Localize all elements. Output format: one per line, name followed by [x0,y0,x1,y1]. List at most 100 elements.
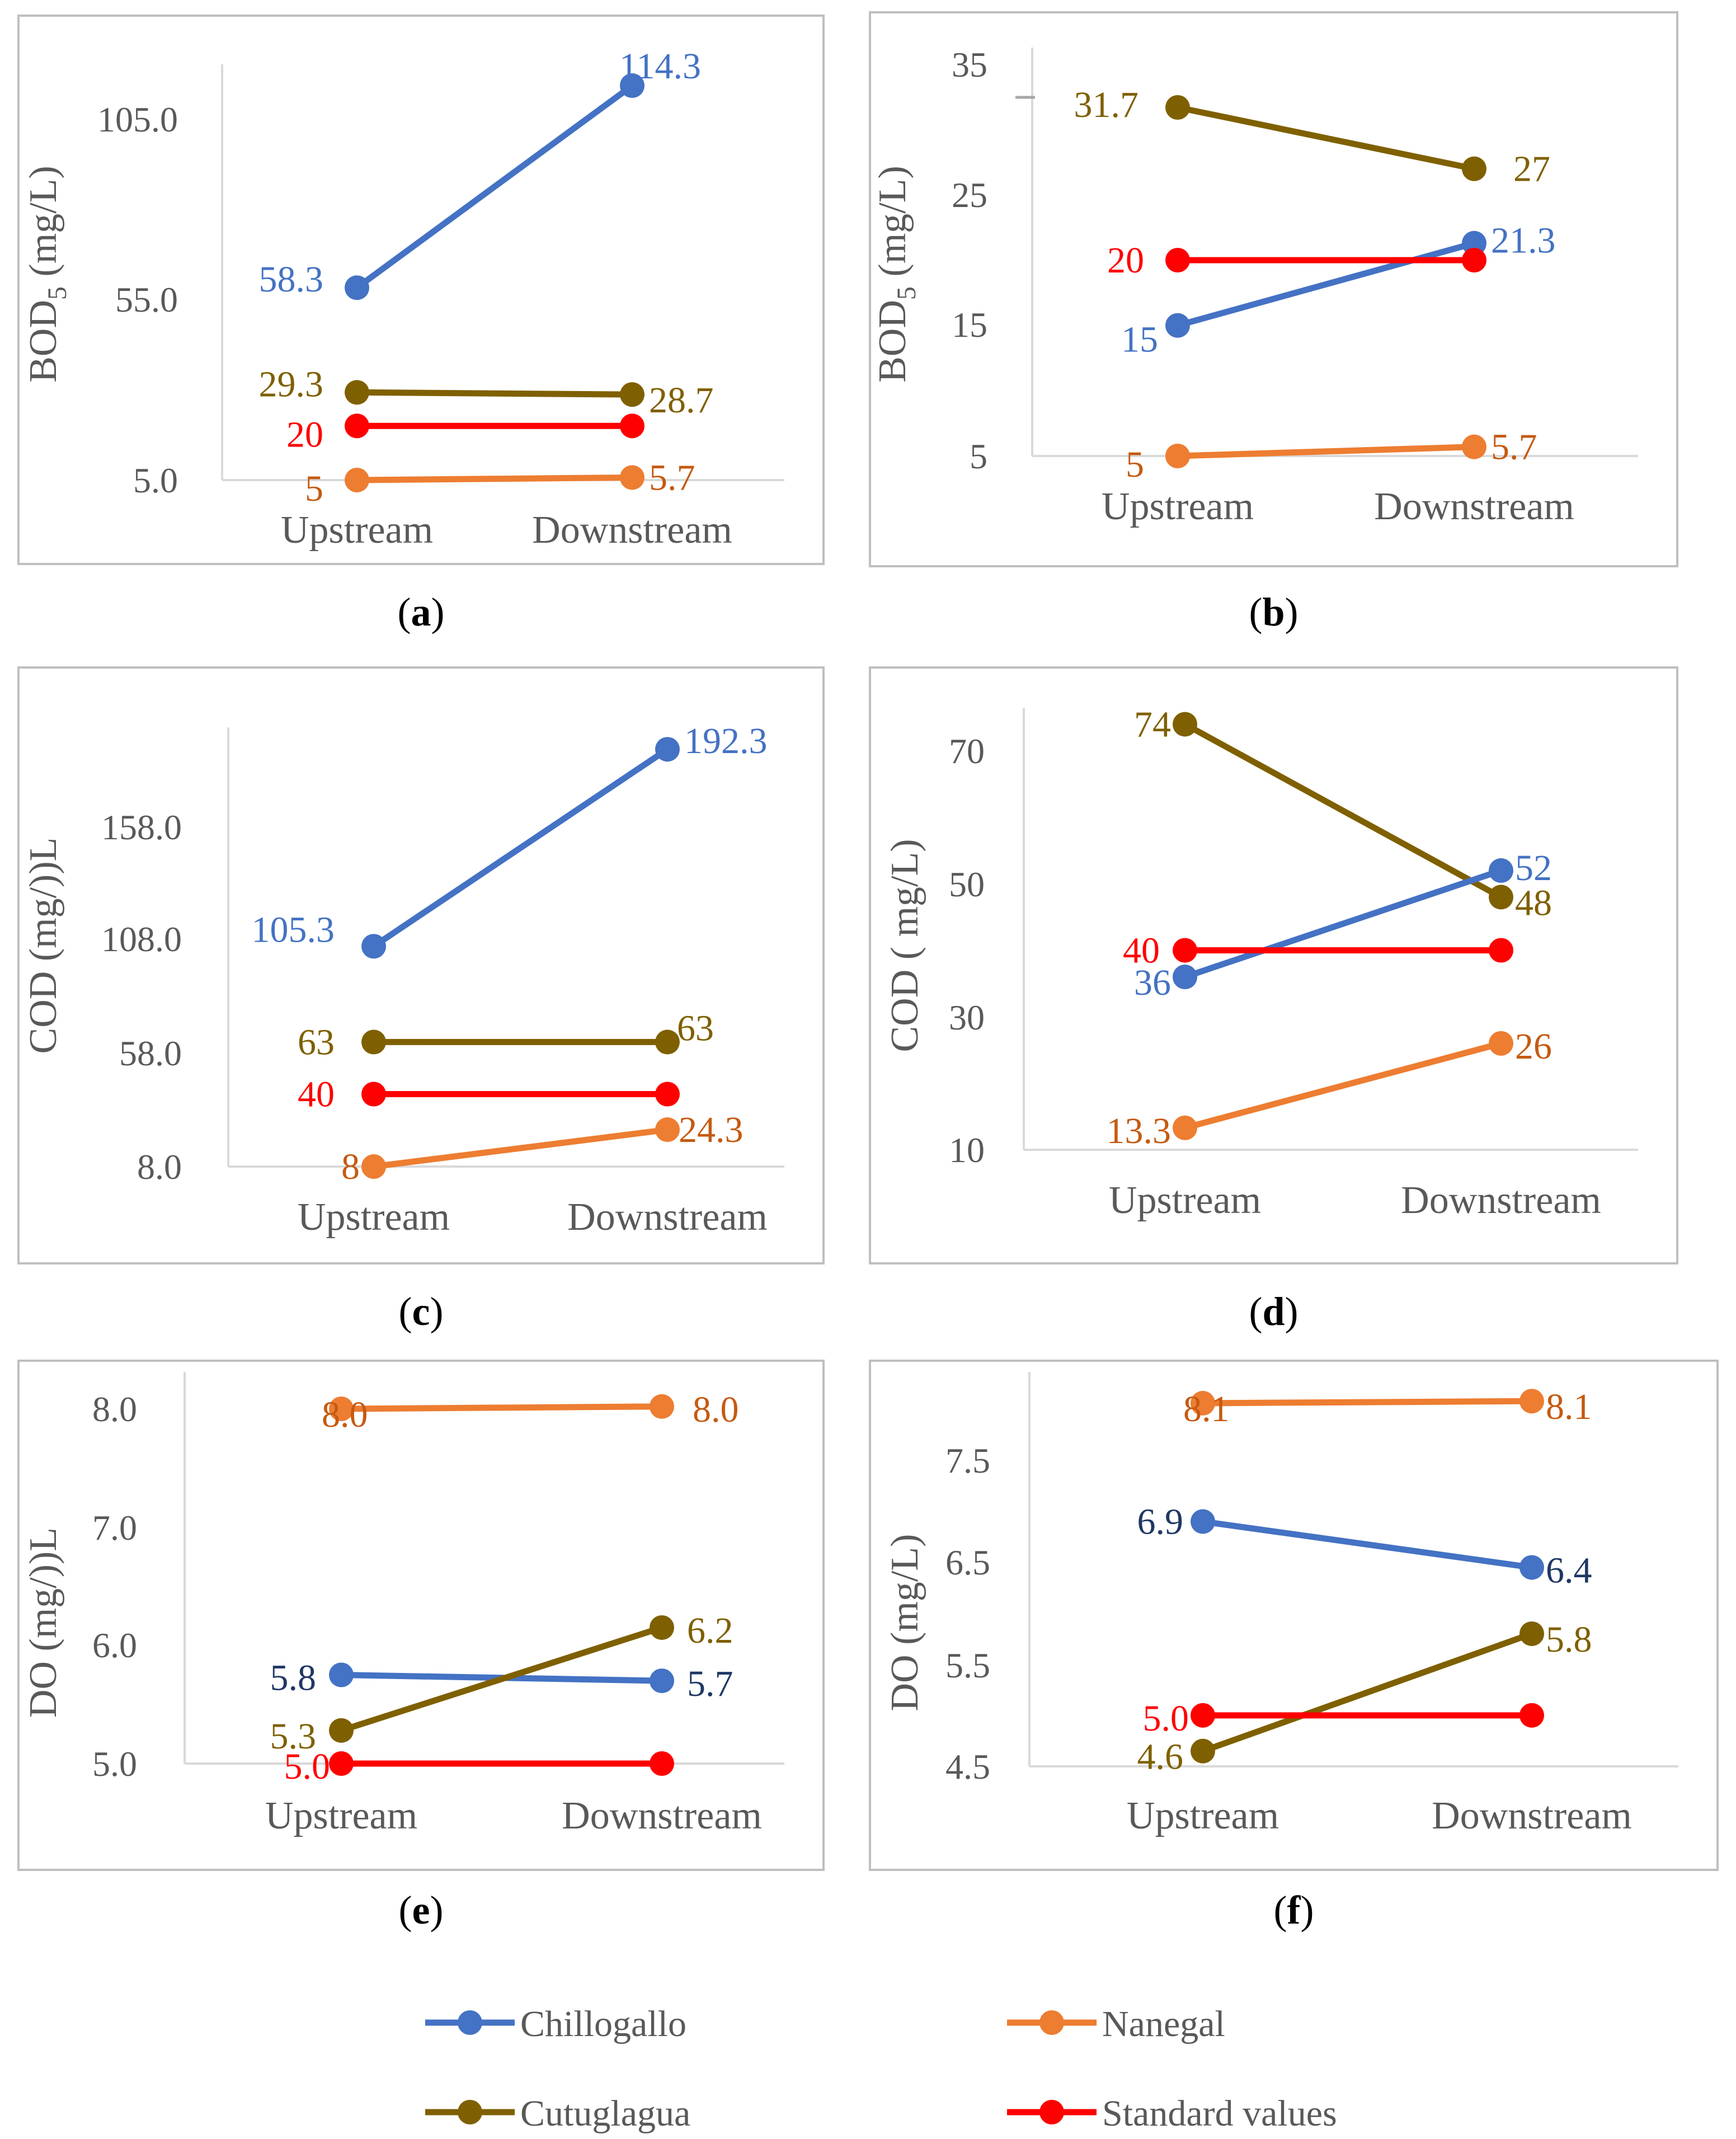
data-point-nanegal [650,1394,674,1419]
series-cutuglagua: 74 48 [1134,704,1552,923]
y-tick-label: 25 [952,175,987,215]
panel-caption: (a) [398,590,445,634]
data-point-chillogallo [345,275,369,300]
data-label-nanegal: 5.7 [649,457,695,498]
legend-label: Standard values [1102,2093,1337,2134]
data-label-chillogallo: 21.3 [1491,220,1556,261]
panel-caption-open: ( [1274,1888,1287,1933]
panel-caption-open: ( [1249,590,1262,634]
data-point-chillogallo [1191,1509,1215,1534]
data-label-standard: 20 [286,414,323,455]
data-label-cutuglagua: 29.3 [259,364,324,405]
series-chillogallo: 105.3 192.3 [252,721,768,959]
data-label-standard: 5.0 [284,1746,331,1787]
data-point-cutuglagua [620,382,644,407]
data-label-nanegal: 5.7 [1491,427,1537,468]
panel-caption-close: ) [1285,590,1299,634]
panel-caption: (d) [1249,1289,1298,1334]
panel-caption-open: ( [398,590,411,634]
x-category-label: Upstream [1102,485,1254,528]
data-point-cutuglagua [650,1615,674,1640]
chart-panel-e: 8.0 7.0 6.0 5.0 Upstream Downstream DO (mg/))L… [17,1360,825,1871]
data-point-cutuglagua [1462,156,1486,181]
y-axis-title-main: BOD [22,300,65,383]
data-label-chillogallo: 6.9 [1137,1501,1184,1542]
legend-item-standard: Standard values [1007,2093,1337,2134]
legend: Chillogallo Nanegal Cutuglagua Standard val… [425,2004,1337,2134]
y-axis-title-main: COD ( mg/L) [883,839,926,1052]
data-point-nanegal [1165,444,1190,468]
data-point-standard [345,413,369,439]
data-label-nanegal: 24.3 [679,1110,744,1150]
legend-label: Chillogallo [520,2004,686,2044]
legend-label: Nanegal [1102,2004,1225,2044]
y-tick-label: 8.0 [92,1389,137,1429]
y-tick-label: 105.0 [97,100,178,139]
data-label-chillogallo: 15 [1121,319,1158,360]
x-category-label: Downstream [567,1196,768,1239]
x-category-label: Downstream [1432,1794,1632,1837]
legend-item-chillogallo: Chillogallo [425,2004,686,2044]
series-standard: 40 [1123,930,1513,971]
y-axis-title: BOD5 (mg/L) [871,166,921,383]
data-point-cutuglagua [1165,95,1190,120]
y-tick-label: 50 [949,864,985,904]
panel-caption-close: ) [1285,1289,1299,1334]
panel-caption-letter: f [1287,1888,1301,1933]
data-label-nanegal: 26 [1515,1026,1552,1067]
data-point-standard [655,1082,680,1107]
y-axis-title-unit: (mg/L) [22,166,65,286]
data-label-cutuglagua: 28.7 [649,380,714,421]
series-line-chillogallo [370,746,671,949]
data-point-cutuglagua [1519,1621,1544,1646]
series-line-chillogallo [354,82,636,291]
panel-caption-letter: b [1262,590,1285,634]
y-axis-title-main: DO (mg/))L [22,1527,65,1718]
chart-panel-f: 7.5 6.5 5.5 4.5 Upstream Downstream DO (mg/L) 8… [869,1360,1719,1871]
data-point-nanegal [1462,434,1486,459]
series-cutuglagua: 29.3 28.7 [259,364,714,421]
data-point-standard [1191,1703,1215,1728]
data-label-chillogallo: 192.3 [684,721,768,761]
series-line-nanegal [1174,444,1478,459]
chart-frame [17,15,825,565]
data-point-chillogallo [329,1662,354,1687]
series-nanegal: 5 5.7 [305,457,695,509]
series-nanegal: 8.0 8.0 [322,1389,739,1435]
data-point-nanegal [345,468,369,492]
data-label-cutuglagua: 5.3 [270,1716,317,1757]
y-tick-label: 5.5 [945,1646,990,1685]
data-point-chillogallo [1173,965,1197,990]
data-point-cutuglagua [655,1029,680,1055]
panel-caption-close: ) [430,1289,443,1334]
data-label-cutuglagua: 6.2 [687,1610,733,1651]
y-tick-label: 5.0 [92,1744,137,1784]
series-standard: 5.0 [1143,1698,1544,1739]
data-point-chillogallo [1489,858,1513,883]
legend-marker-chillogallo [458,2010,482,2035]
legend-marker-nanegal [1039,2010,1064,2035]
series-line-cutuglagua [338,1624,665,1734]
data-label-nanegal: 13.3 [1107,1111,1172,1151]
data-point-cutuglagua [1191,1738,1215,1764]
data-point-chillogallo [1462,231,1486,256]
panel-caption: (c) [399,1289,444,1334]
y-tick-label: 70 [949,731,985,771]
data-point-nanegal [1173,1115,1197,1140]
x-category-label: Downstream [1401,1179,1601,1222]
data-label-standard: 20 [1107,240,1144,281]
data-label-standard: 40 [298,1074,335,1115]
data-point-nanegal [361,1154,386,1179]
x-category-label: Downstream [1374,485,1574,528]
panel-caption-letter: c [412,1289,430,1334]
data-point-chillogallo [655,737,680,762]
data-label-cutuglagua: 31.7 [1074,84,1139,125]
x-category-label: Upstream [298,1196,450,1239]
panel-caption-close: ) [1300,1888,1314,1933]
chart-frame [869,11,1678,567]
data-point-nanegal [1191,1390,1215,1416]
panel-caption-close: ) [431,590,445,634]
panel-caption-letter: e [412,1888,430,1933]
series-cutuglagua: 31.7 27 [1074,84,1551,190]
series-chillogallo: 36 52 [1134,848,1552,1003]
